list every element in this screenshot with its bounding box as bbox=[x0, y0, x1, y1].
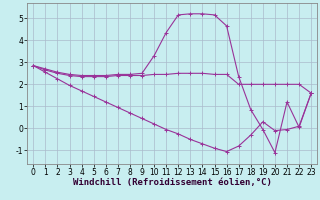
X-axis label: Windchill (Refroidissement éolien,°C): Windchill (Refroidissement éolien,°C) bbox=[73, 178, 272, 187]
